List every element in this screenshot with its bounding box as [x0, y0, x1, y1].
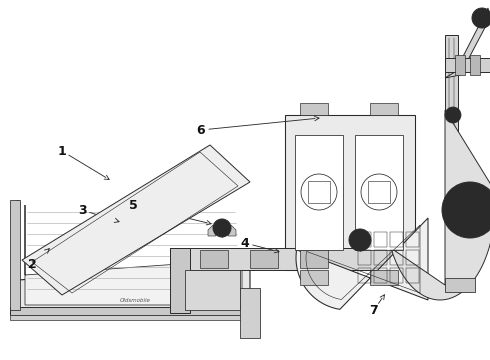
- Text: 3: 3: [78, 203, 86, 216]
- Polygon shape: [295, 135, 343, 250]
- Polygon shape: [25, 205, 242, 305]
- Polygon shape: [170, 248, 190, 313]
- Polygon shape: [445, 278, 475, 292]
- Polygon shape: [10, 315, 255, 320]
- Text: 6: 6: [196, 123, 205, 136]
- Polygon shape: [370, 103, 398, 115]
- Polygon shape: [22, 145, 250, 295]
- Polygon shape: [18, 200, 250, 310]
- Text: 7: 7: [369, 303, 378, 316]
- Polygon shape: [300, 250, 328, 268]
- Polygon shape: [371, 145, 387, 155]
- Polygon shape: [10, 200, 20, 310]
- Circle shape: [472, 8, 490, 28]
- Circle shape: [349, 229, 371, 251]
- Polygon shape: [470, 55, 480, 75]
- Polygon shape: [208, 225, 216, 236]
- Text: 4: 4: [241, 237, 249, 249]
- Polygon shape: [445, 35, 458, 285]
- Polygon shape: [445, 8, 490, 78]
- Polygon shape: [355, 135, 403, 250]
- Polygon shape: [228, 225, 236, 236]
- Polygon shape: [296, 218, 428, 309]
- Polygon shape: [250, 250, 278, 268]
- Circle shape: [445, 107, 461, 123]
- Circle shape: [477, 13, 487, 23]
- Polygon shape: [285, 115, 415, 270]
- Polygon shape: [240, 288, 260, 338]
- Polygon shape: [200, 250, 228, 268]
- Polygon shape: [391, 110, 490, 300]
- Text: 2: 2: [27, 258, 36, 271]
- Circle shape: [213, 219, 231, 237]
- Polygon shape: [170, 248, 415, 270]
- Polygon shape: [311, 145, 327, 155]
- Circle shape: [442, 182, 490, 238]
- Polygon shape: [300, 270, 328, 285]
- Polygon shape: [445, 58, 490, 72]
- Text: Oldsmobile: Oldsmobile: [120, 297, 150, 302]
- Circle shape: [454, 194, 486, 226]
- Polygon shape: [370, 270, 398, 285]
- Text: 1: 1: [58, 144, 66, 158]
- Text: 5: 5: [129, 198, 137, 212]
- Polygon shape: [300, 103, 328, 115]
- Polygon shape: [455, 55, 465, 75]
- Polygon shape: [185, 270, 240, 310]
- Polygon shape: [10, 307, 255, 315]
